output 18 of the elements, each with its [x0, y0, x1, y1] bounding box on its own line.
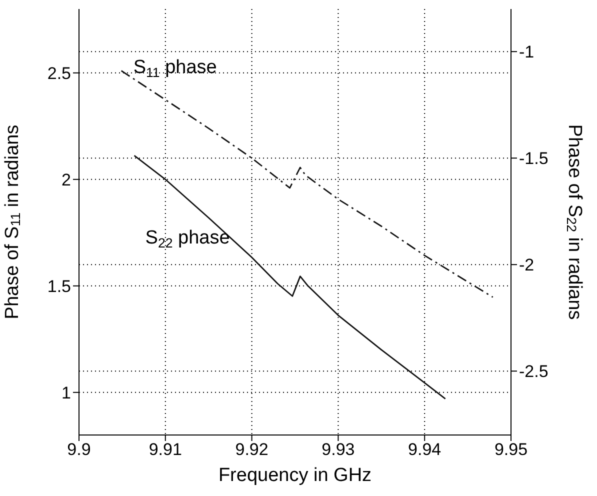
series-label: S$_{11}$ phase [133, 56, 217, 80]
y2-tick-label: -2.5 [519, 362, 548, 382]
y-tick-label: 1.5 [47, 276, 71, 296]
line-series [134, 154, 446, 400]
x-tick-label: 9.92 [235, 440, 268, 460]
y-tick-label: 2.5 [47, 64, 71, 83]
x-tick-label: 9.95 [494, 440, 528, 460]
x-tick-label: 9.9 [67, 440, 91, 460]
y2-tick-label: -2 [519, 256, 534, 275]
x-axis-title: Frequency in GHz [218, 464, 372, 486]
x-tick-label: 9.93 [322, 440, 355, 460]
y-tick-label: 2 [62, 170, 71, 190]
y2-tick-label: -1.5 [519, 149, 548, 168]
x-tick-label: 9.91 [148, 440, 182, 460]
x-tick-label: 9.94 [408, 440, 442, 460]
y-tick-label: 1 [62, 383, 71, 402]
series-label: S$_{22}$ phase [145, 227, 230, 250]
y2-tick-label: -1 [519, 42, 534, 62]
